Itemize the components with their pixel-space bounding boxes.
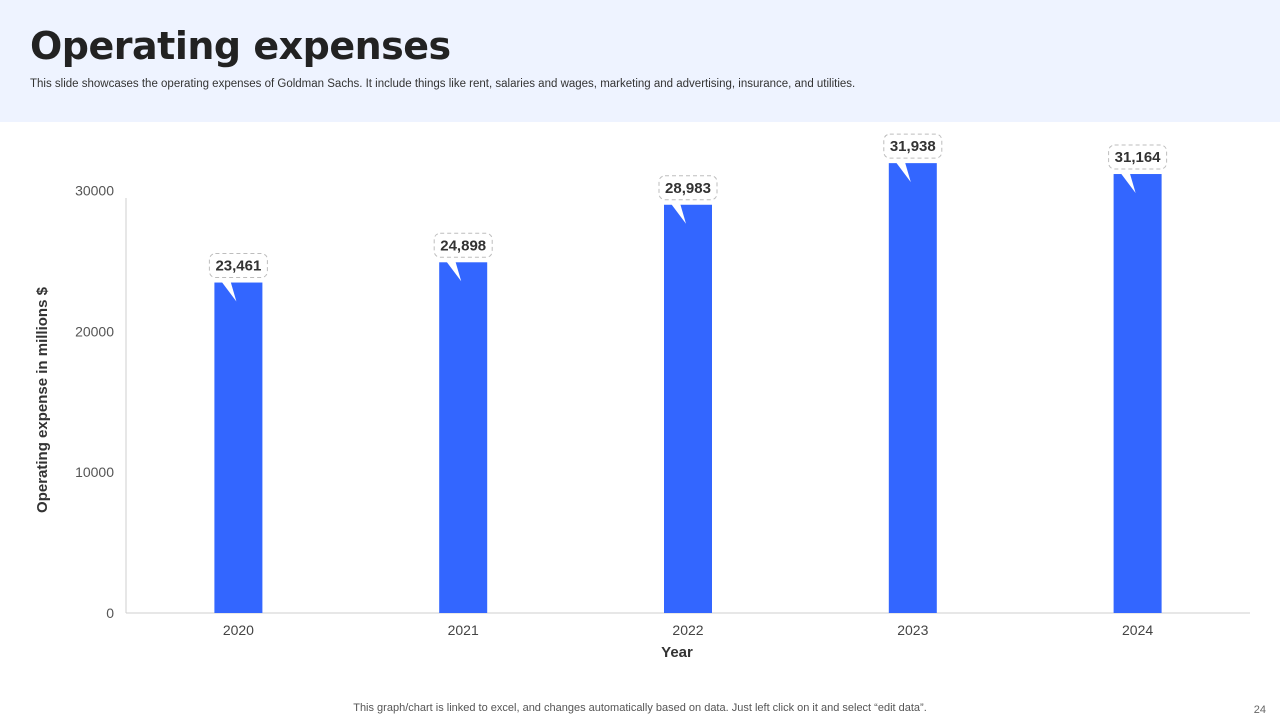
page-title: Operating expenses [30,24,451,68]
bar[interactable] [888,163,937,613]
x-tick-label: 2024 [1122,622,1153,638]
footer-note: This graph/chart is linked to excel, and… [353,702,927,714]
bar[interactable] [1113,174,1162,613]
data-label-bubble [658,175,718,201]
page-subtitle: This slide showcases the operating expen… [30,78,856,90]
bar[interactable] [214,282,263,613]
y-tick-label: 30000 [75,182,114,198]
x-axis-label: Year [661,644,693,661]
data-label: 24,898 [440,237,486,254]
y-tick-label: 0 [106,605,114,621]
data-label: 28,983 [665,180,711,197]
data-label-bubble [433,232,493,258]
data-label: 31,164 [1115,149,1162,166]
data-label-pointer [218,277,237,302]
x-tick-label: 2023 [897,622,928,638]
header-band [0,0,1280,122]
data-label-bubble [883,133,943,159]
bar[interactable] [439,262,488,613]
x-tick-label: 2020 [223,622,254,638]
x-tick-label: 2021 [448,622,479,638]
data-label-bubble [1108,144,1168,170]
data-label-pointer [668,199,686,224]
x-tick-label: 2022 [672,622,703,638]
data-label: 31,938 [890,138,936,155]
data-label-pointer [892,158,911,183]
page-number: 24 [1253,704,1266,716]
y-tick-label: 20000 [75,323,114,339]
data-label-bubble [208,253,268,279]
bar[interactable] [664,204,712,614]
data-label: 23,461 [215,258,261,275]
data-label-pointer [443,257,462,282]
y-tick-label: 10000 [75,464,114,480]
y-axis-label: Operating expense in millions $ [34,286,51,513]
data-label-pointer [1117,169,1136,194]
bar-chart[interactable]: Operating expense in millions $ Year 0 10… [0,0,1280,700]
